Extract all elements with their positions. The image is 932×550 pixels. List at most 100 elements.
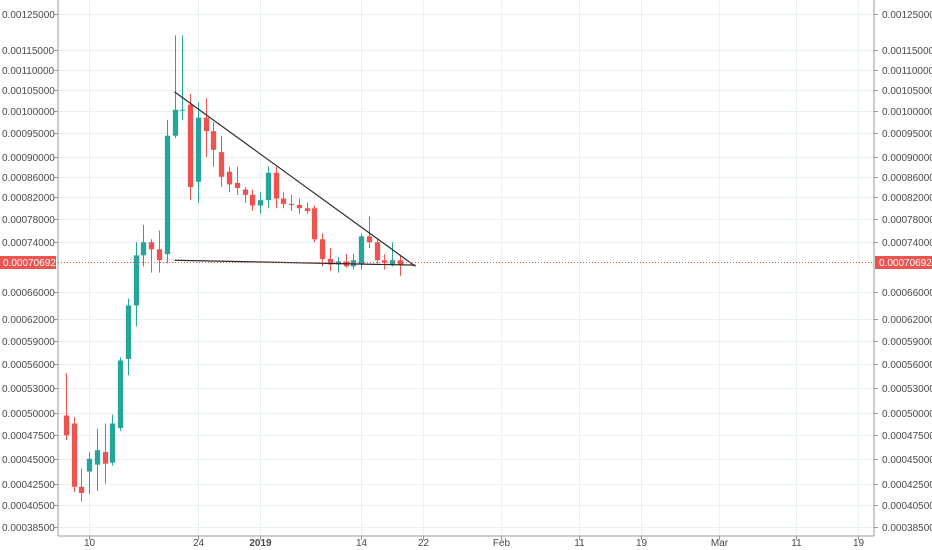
candle-down[interactable] — [102, 423, 109, 484]
candle-up[interactable] — [179, 35, 186, 120]
candle-up[interactable] — [109, 414, 116, 466]
candle-down[interactable] — [203, 98, 210, 157]
x-tick-label: 22 — [418, 538, 430, 549]
y-tick-label-right: 0.00053000 — [882, 384, 932, 395]
candle-down[interactable] — [273, 166, 280, 209]
candle-body — [288, 203, 295, 205]
right-price-axis[interactable]: 0.00125000 0.00115000 0.00110000 0.00105000… — [873, 0, 932, 536]
candle-down[interactable] — [366, 216, 373, 249]
x-tick-label: 19 — [636, 538, 648, 549]
candle-up[interactable] — [265, 166, 272, 209]
last-price-badge-left: 0.00070692 — [0, 256, 56, 269]
candle-body — [86, 458, 93, 472]
candle-body — [94, 450, 101, 465]
descending-resistance-trendline[interactable] — [174, 91, 416, 267]
candle-up[interactable] — [133, 242, 140, 327]
candle-down[interactable] — [280, 192, 287, 209]
trendlines-layer[interactable] — [174, 91, 416, 267]
candle-up[interactable] — [140, 224, 147, 267]
candle-body — [156, 249, 163, 261]
candle-down[interactable] — [71, 417, 78, 492]
candle-down[interactable] — [319, 233, 326, 267]
candle-body — [164, 135, 171, 255]
candle-down[interactable] — [296, 198, 303, 214]
candle-body — [234, 182, 241, 189]
candle-down[interactable] — [187, 94, 194, 201]
candle-up[interactable] — [86, 452, 93, 495]
y-tick-label-right: 0.00074000 — [882, 238, 932, 249]
candle-up[interactable] — [389, 242, 396, 267]
candle-up[interactable] — [195, 102, 202, 203]
x-tick-label: 24 — [193, 538, 205, 549]
candle-up[interactable] — [350, 254, 357, 270]
time-axis[interactable]: 10 24 2019 14 22 Feb 11 19 Mar 11 19 — [58, 535, 874, 549]
candle-up[interactable] — [117, 357, 124, 431]
price-badge-bg — [875, 256, 932, 269]
candle-up[interactable] — [164, 119, 171, 264]
candle-body — [78, 486, 85, 494]
y-tick-label-right: 0.00090000 — [882, 153, 932, 164]
candle-up[interactable] — [94, 428, 101, 491]
candle-down[interactable] — [234, 166, 241, 195]
candle-down[interactable] — [78, 468, 85, 502]
x-tick-label: 19 — [853, 538, 865, 549]
candle-down[interactable] — [249, 189, 256, 211]
y-tick-label-left: 0.00038500 — [2, 523, 55, 534]
candle-down[interactable] — [374, 239, 381, 264]
candle-down[interactable] — [381, 254, 388, 270]
x-tick-label: Mar — [711, 538, 729, 549]
y-tick-label-left: 0.00042500 — [2, 480, 55, 491]
candle-down[interactable] — [311, 205, 318, 243]
candle-body — [140, 242, 147, 256]
candle-body — [109, 423, 116, 463]
candle-down[interactable] — [148, 239, 155, 273]
x-tick-label: 11 — [574, 538, 585, 549]
candle-body — [125, 305, 132, 359]
candle-body — [226, 171, 233, 185]
y-tick-label-right: 0.00062000 — [882, 315, 932, 326]
y-tick-label-left: 0.00053000 — [2, 384, 55, 395]
y-tick-label-left: 0.00059000 — [2, 337, 55, 348]
candle-body — [319, 239, 326, 259]
y-tick-label-right: 0.00059000 — [882, 337, 932, 348]
candle-up[interactable] — [172, 35, 179, 139]
y-tick-label-left: 0.00086000 — [2, 173, 55, 184]
candle-down[interactable] — [218, 135, 225, 188]
y-tick-label-right: 0.00095000 — [882, 129, 932, 140]
candle-body — [304, 208, 311, 211]
candle-body — [133, 255, 140, 306]
grid-layer — [58, 0, 874, 536]
x-tick-label: 14 — [356, 538, 368, 549]
y-tick-label-left: 0.00095000 — [2, 129, 55, 140]
candle-down[interactable] — [226, 166, 233, 193]
candle-up[interactable] — [257, 192, 264, 214]
candle-up[interactable] — [125, 298, 132, 376]
candle-body — [381, 260, 388, 263]
candle-down[interactable] — [397, 255, 404, 276]
last-price-badge-right: 0.00070692 — [875, 256, 932, 269]
candle-body — [117, 360, 124, 428]
candle-down[interactable] — [304, 202, 311, 214]
candle-down[interactable] — [288, 194, 295, 211]
y-tick-label-right: 0.00047500 — [882, 431, 932, 442]
candle-body — [218, 152, 225, 177]
candle-up[interactable] — [335, 257, 342, 273]
y-tick-label-right: 0.00038500 — [882, 523, 932, 534]
y-tick-label-right: 0.00066000 — [882, 288, 932, 299]
last-price-label: 0.00070692 — [879, 258, 932, 269]
candle-down[interactable] — [63, 373, 70, 440]
left-price-axis[interactable]: 0.00125000 0.00115000 0.00110000 0.00105000… — [2, 0, 59, 536]
candle-down[interactable] — [343, 254, 350, 268]
candle-body — [187, 104, 194, 188]
candle-down[interactable] — [327, 248, 334, 271]
price-badge-bg — [0, 256, 56, 269]
candle-down[interactable] — [210, 122, 217, 167]
y-tick-label-left: 0.00062000 — [2, 315, 55, 326]
candle-body — [389, 260, 396, 266]
candle-down[interactable] — [242, 187, 249, 203]
candle-down[interactable] — [156, 230, 163, 273]
y-tick-label-right: 0.00125000 — [882, 10, 932, 21]
y-tick-label-left: 0.00105000 — [2, 86, 55, 97]
candle-body — [71, 423, 78, 487]
